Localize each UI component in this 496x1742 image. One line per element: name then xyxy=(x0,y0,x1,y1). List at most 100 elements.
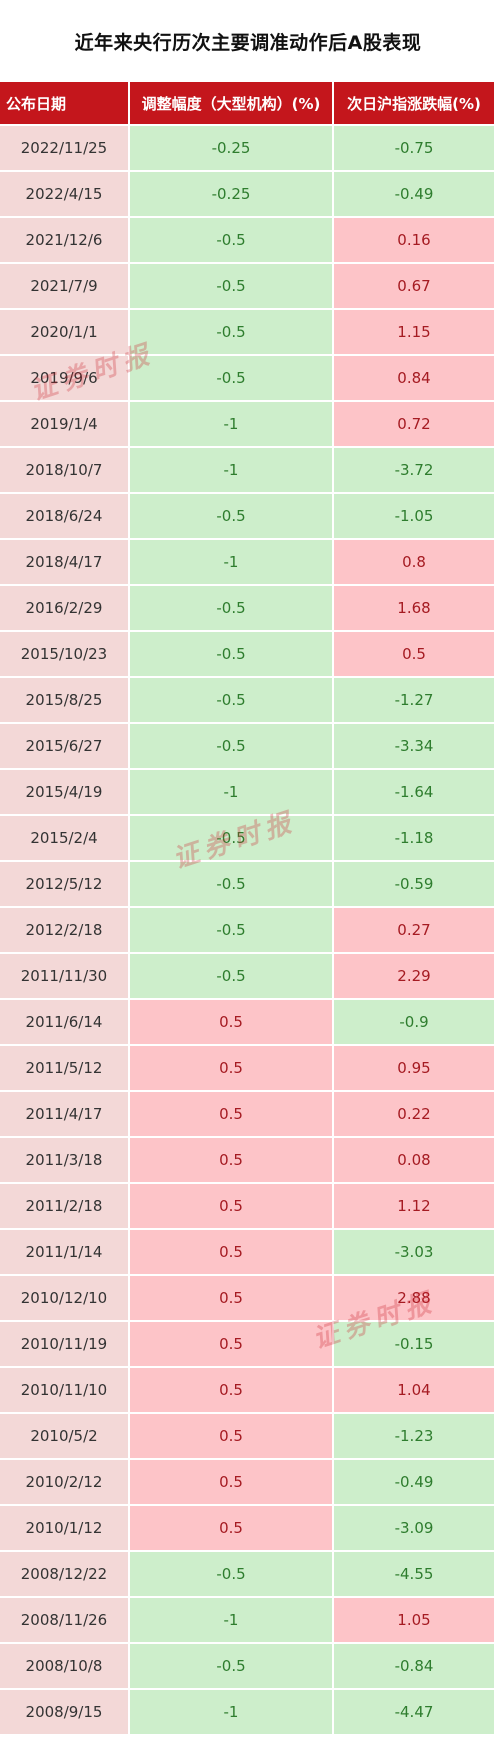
cell-next-day-change: 1.05 xyxy=(334,1598,496,1644)
cell-date: 2012/5/12 xyxy=(0,862,130,908)
cell-adjustment: -1 xyxy=(130,448,334,494)
cell-adjustment: -1 xyxy=(130,402,334,448)
cell-adjustment: 0.5 xyxy=(130,1460,334,1506)
table-row: 2018/6/24 -0.5 -1.05 xyxy=(0,494,496,540)
table-row: 2015/10/23 -0.5 0.5 xyxy=(0,632,496,678)
column-header-adjustment: 调整幅度（大型机构）(%) xyxy=(130,82,334,126)
cell-date: 2010/11/10 xyxy=(0,1368,130,1414)
cell-adjustment: -0.25 xyxy=(130,172,334,218)
table-row: 2011/2/18 0.5 1.12 xyxy=(0,1184,496,1230)
cell-next-day-change: 1.15 xyxy=(334,310,496,356)
table-row: 2022/11/25 -0.25 -0.75 xyxy=(0,126,496,172)
cell-date: 2019/9/6 xyxy=(0,356,130,402)
cell-adjustment: -0.5 xyxy=(130,586,334,632)
cell-next-day-change: 2.88 xyxy=(334,1276,496,1322)
cell-adjustment: -0.5 xyxy=(130,816,334,862)
table-row: 2019/1/4 -1 0.72 xyxy=(0,402,496,448)
cell-date: 2015/6/27 xyxy=(0,724,130,770)
table-row: 2019/9/6 -0.5 0.84 xyxy=(0,356,496,402)
cell-date: 2010/11/19 xyxy=(0,1322,130,1368)
cell-adjustment: 0.5 xyxy=(130,1092,334,1138)
cell-date: 2011/4/17 xyxy=(0,1092,130,1138)
cell-date: 2010/2/12 xyxy=(0,1460,130,1506)
cell-date: 2018/6/24 xyxy=(0,494,130,540)
cell-date: 2011/6/14 xyxy=(0,1000,130,1046)
cell-next-day-change: -0.84 xyxy=(334,1644,496,1690)
cell-adjustment: -0.5 xyxy=(130,632,334,678)
cell-next-day-change: 1.68 xyxy=(334,586,496,632)
cell-date: 2015/10/23 xyxy=(0,632,130,678)
cell-next-day-change: 0.67 xyxy=(334,264,496,310)
cell-date: 2008/12/22 xyxy=(0,1552,130,1598)
cell-next-day-change: 0.16 xyxy=(334,218,496,264)
cell-date: 2010/1/12 xyxy=(0,1506,130,1552)
cell-date: 2008/11/26 xyxy=(0,1598,130,1644)
cell-date: 2011/1/14 xyxy=(0,1230,130,1276)
cell-adjustment: 0.5 xyxy=(130,1368,334,1414)
cell-date: 2016/2/29 xyxy=(0,586,130,632)
cell-date: 2011/3/18 xyxy=(0,1138,130,1184)
cell-adjustment: 0.5 xyxy=(130,1230,334,1276)
cell-adjustment: 0.5 xyxy=(130,1322,334,1368)
cell-next-day-change: 1.04 xyxy=(334,1368,496,1414)
table-row: 2011/6/14 0.5 -0.9 xyxy=(0,1000,496,1046)
cell-date: 2020/1/1 xyxy=(0,310,130,356)
cell-date: 2012/2/18 xyxy=(0,908,130,954)
cell-adjustment: -0.5 xyxy=(130,908,334,954)
cell-date: 2011/2/18 xyxy=(0,1184,130,1230)
cell-next-day-change: 0.27 xyxy=(334,908,496,954)
column-header-next-day-change: 次日沪指涨跌幅(%) xyxy=(334,82,496,126)
cell-adjustment: -0.5 xyxy=(130,356,334,402)
cell-adjustment: -0.5 xyxy=(130,494,334,540)
cell-adjustment: -1 xyxy=(130,770,334,816)
cell-adjustment: 0.5 xyxy=(130,1506,334,1552)
cell-date: 2021/12/6 xyxy=(0,218,130,264)
cell-next-day-change: -0.49 xyxy=(334,1460,496,1506)
cell-date: 2022/11/25 xyxy=(0,126,130,172)
table-row: 2011/5/12 0.5 0.95 xyxy=(0,1046,496,1092)
cell-date: 2010/12/10 xyxy=(0,1276,130,1322)
cell-next-day-change: -1.05 xyxy=(334,494,496,540)
cell-date: 2008/10/8 xyxy=(0,1644,130,1690)
cell-next-day-change: -0.9 xyxy=(334,1000,496,1046)
table-row: 2022/4/15 -0.25 -0.49 xyxy=(0,172,496,218)
table-row: 2020/1/1 -0.5 1.15 xyxy=(0,310,496,356)
cell-adjustment: -0.5 xyxy=(130,954,334,1000)
table-row: 2021/12/6 -0.5 0.16 xyxy=(0,218,496,264)
cell-next-day-change: -0.49 xyxy=(334,172,496,218)
table-row: 2018/4/17 -1 0.8 xyxy=(0,540,496,586)
cell-next-day-change: -4.47 xyxy=(334,1690,496,1736)
cell-next-day-change: 0.8 xyxy=(334,540,496,586)
table-row: 2010/12/10 0.5 2.88 xyxy=(0,1276,496,1322)
cell-date: 2022/4/15 xyxy=(0,172,130,218)
cell-next-day-change: -3.34 xyxy=(334,724,496,770)
cell-adjustment: -0.5 xyxy=(130,862,334,908)
cell-adjustment: -0.25 xyxy=(130,126,334,172)
table-row: 2008/9/15 -1 -4.47 xyxy=(0,1690,496,1736)
cell-next-day-change: 0.95 xyxy=(334,1046,496,1092)
cell-adjustment: 0.5 xyxy=(130,1138,334,1184)
table-row: 2010/11/19 0.5 -0.15 xyxy=(0,1322,496,1368)
table-row: 2012/5/12 -0.5 -0.59 xyxy=(0,862,496,908)
table-row: 2010/2/12 0.5 -0.49 xyxy=(0,1460,496,1506)
cell-adjustment: -0.5 xyxy=(130,678,334,724)
cell-adjustment: 0.5 xyxy=(130,1046,334,1092)
cell-next-day-change: -1.27 xyxy=(334,678,496,724)
table-row: 2016/2/29 -0.5 1.68 xyxy=(0,586,496,632)
table-row: 2011/11/30 -0.5 2.29 xyxy=(0,954,496,1000)
table-row: 2010/5/2 0.5 -1.23 xyxy=(0,1414,496,1460)
cell-adjustment: -0.5 xyxy=(130,1644,334,1690)
cell-next-day-change: -3.03 xyxy=(334,1230,496,1276)
cell-date: 2015/4/19 xyxy=(0,770,130,816)
cell-adjustment: 0.5 xyxy=(130,1276,334,1322)
cell-date: 2011/11/30 xyxy=(0,954,130,1000)
table-row: 2015/8/25 -0.5 -1.27 xyxy=(0,678,496,724)
table-row: 2008/12/22 -0.5 -4.55 xyxy=(0,1552,496,1598)
table-row: 2008/10/8 -0.5 -0.84 xyxy=(0,1644,496,1690)
cell-adjustment: -0.5 xyxy=(130,218,334,264)
table-row: 2011/4/17 0.5 0.22 xyxy=(0,1092,496,1138)
table-row: 2010/11/10 0.5 1.04 xyxy=(0,1368,496,1414)
cell-adjustment: 0.5 xyxy=(130,1184,334,1230)
cell-adjustment: -1 xyxy=(130,1598,334,1644)
table-row: 2012/2/18 -0.5 0.27 xyxy=(0,908,496,954)
